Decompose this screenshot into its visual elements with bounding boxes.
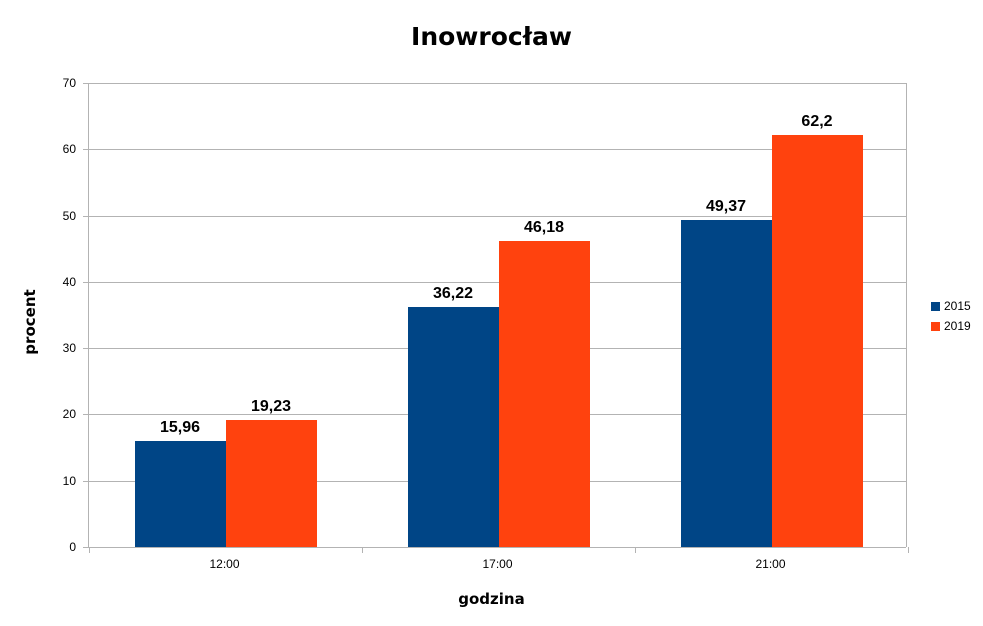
gridline: [89, 83, 906, 84]
y-tick-label: 50: [62, 208, 76, 223]
legend: 2015 2019: [931, 296, 971, 336]
y-tick: [83, 215, 89, 217]
y-tick: [83, 480, 89, 482]
legend-swatch-icon: [931, 321, 940, 331]
y-tick-label: 0: [69, 540, 76, 554]
bar-2015-1200: [134, 441, 226, 547]
data-label: 15,96: [159, 419, 201, 437]
y-tick: [83, 149, 89, 151]
data-label: 19,23: [250, 397, 292, 415]
bar-2015-2100: [680, 219, 772, 547]
y-tick-label: 60: [62, 142, 76, 157]
data-label: 36,22: [432, 284, 474, 302]
x-tick: [908, 547, 909, 553]
y-tick-label: 20: [62, 407, 76, 422]
data-label: 46,18: [523, 218, 565, 236]
x-tick: [362, 547, 363, 553]
legend-item-2019: 2019: [931, 316, 971, 336]
y-tick: [83, 414, 89, 416]
x-tick: [635, 547, 636, 553]
x-tick-label: 17:00: [482, 557, 513, 571]
x-tick: [89, 547, 90, 553]
y-tick: [83, 83, 89, 84]
plot-area: 0 10 20 30 40 50 60 70 15,96 19,23 36,22 46,18 49,37…: [63, 76, 909, 554]
y-tick-label: 70: [62, 76, 76, 90]
gridline: [89, 281, 906, 283]
legend-label: 2019: [944, 319, 971, 333]
data-label: 49,37: [705, 197, 747, 215]
y-tick-label: 10: [62, 473, 76, 488]
bar-2019-1200: [225, 419, 317, 547]
legend-swatch-icon: [931, 301, 940, 311]
gridline: [89, 149, 906, 151]
gridline: [89, 547, 906, 548]
legend-item-2015: 2015: [931, 296, 971, 316]
x-axis-title: godzina: [458, 590, 525, 608]
gridline: [89, 215, 906, 217]
chart-title: Inowrocław: [411, 22, 572, 51]
y-tick: [83, 281, 89, 283]
legend-label: 2015: [944, 299, 971, 313]
y-tick-label: 40: [62, 274, 76, 289]
x-tick-label: 12:00: [209, 557, 240, 571]
y-tick: [83, 348, 89, 350]
bar-2015-1700: [407, 306, 499, 547]
data-label: 62,2: [801, 112, 833, 130]
y-tick: [83, 547, 89, 548]
y-axis-title: procent: [21, 289, 39, 355]
bar-2019-1700: [498, 240, 590, 547]
bar-2019-2100: [771, 134, 863, 547]
x-tick-label: 21:00: [755, 557, 786, 571]
y-tick-label: 30: [62, 341, 76, 356]
